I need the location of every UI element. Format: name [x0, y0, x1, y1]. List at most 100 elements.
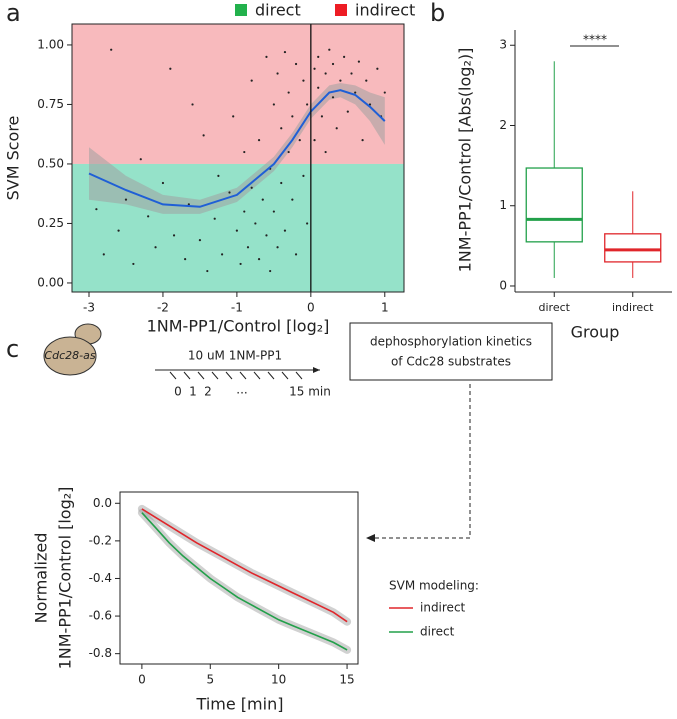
point: [298, 139, 301, 142]
diagram: Cdc28-as 10 uM 1NM-PP1 0 1 2 ... 15 min …: [43, 322, 553, 542]
x-tick-label: 0: [138, 673, 146, 687]
x-tick-label: 15: [339, 673, 354, 687]
point: [317, 55, 320, 58]
point: [306, 103, 309, 106]
point: [287, 150, 290, 154]
point: [354, 91, 357, 94]
legend-label: direct: [420, 625, 455, 639]
y-tick-label: 1: [499, 198, 507, 212]
y-tick-label: 0.0: [93, 496, 112, 510]
cell: [43, 336, 97, 376]
plot-frame: [71, 23, 405, 293]
point: [328, 48, 331, 51]
point: [343, 55, 346, 58]
point: [302, 174, 305, 177]
x-axis-title: 1NM-PP1/Control [log₂]: [147, 317, 330, 336]
point: [346, 110, 349, 113]
box: [604, 233, 662, 263]
x-axis-title: Group: [571, 323, 620, 342]
y-tick-label: 1.00: [37, 37, 64, 51]
point: [235, 229, 238, 232]
legend-label: indirect: [355, 1, 415, 20]
point: [213, 217, 216, 220]
y-axis-title: SVM Score: [4, 116, 23, 201]
point: [257, 139, 261, 142]
point: [117, 229, 120, 232]
y-tick-label: -0.2: [89, 533, 112, 547]
timepoint: 2: [204, 385, 212, 399]
x-tick-label: 5: [206, 673, 214, 687]
point: [265, 55, 268, 58]
point: [368, 103, 372, 106]
point: [132, 262, 135, 266]
point: [272, 210, 275, 213]
box-text: dephosphorylation kinetics: [370, 335, 532, 349]
panel-label: a: [6, 0, 21, 27]
x-tick-label: 1: [381, 301, 389, 315]
point: [302, 79, 305, 82]
point: [221, 253, 224, 256]
point: [283, 229, 287, 232]
point: [324, 150, 327, 154]
point: [187, 203, 190, 206]
box: [525, 167, 583, 243]
legend-label: indirect: [420, 601, 466, 615]
point: [320, 115, 324, 118]
y-tick-label: 0.75: [37, 97, 64, 111]
point: [139, 158, 142, 161]
point: [313, 139, 316, 142]
point: [202, 134, 205, 137]
point: [257, 258, 261, 261]
point: [124, 198, 128, 201]
treatment: 10 uM 1NM-PP1: [188, 349, 282, 363]
point: [291, 198, 294, 201]
point: [335, 127, 338, 130]
point: [376, 67, 379, 70]
point: [147, 215, 150, 218]
point: [383, 91, 386, 94]
point: [365, 79, 368, 82]
point: [184, 258, 187, 261]
dashed-arrow: [375, 384, 471, 539]
y-tick-label: -0.8: [89, 646, 112, 660]
x-tick-label: indirect: [612, 301, 654, 314]
point: [191, 103, 194, 106]
point: [317, 86, 320, 89]
panel-label: b: [430, 0, 445, 27]
point: [357, 60, 360, 63]
point: [306, 222, 309, 225]
point: [265, 234, 268, 237]
arrowhead: [366, 534, 375, 542]
point: [102, 253, 105, 256]
line: [141, 512, 348, 651]
y-tick-label: 0.25: [37, 216, 64, 230]
point: [276, 72, 279, 75]
point: [232, 115, 235, 118]
y-tick-label: 3: [499, 38, 507, 52]
point: [246, 246, 250, 249]
legend-swatch: [235, 4, 247, 16]
point: [250, 186, 253, 189]
y-tick-label: -0.4: [89, 571, 112, 585]
timepoint: ...: [236, 383, 247, 397]
point: [283, 50, 287, 54]
point: [339, 79, 342, 82]
point: [324, 72, 327, 75]
legend-title: SVM modeling:: [389, 579, 479, 593]
point: [243, 150, 246, 154]
point: [276, 246, 279, 249]
point: [350, 72, 353, 75]
point: [280, 127, 283, 130]
box-text: of Cdc28 substrates: [391, 355, 511, 369]
point: [206, 269, 209, 273]
point: [169, 67, 172, 70]
point: [172, 234, 176, 237]
y-axis-title: 1NM-PP1/Control [Abs(log₂)]: [456, 48, 475, 273]
fit-line: [88, 89, 386, 208]
point: [361, 139, 364, 142]
point: [110, 48, 113, 51]
x-tick-label: -2: [157, 301, 169, 315]
sampling-ticks: [169, 371, 303, 380]
point: [280, 181, 283, 185]
